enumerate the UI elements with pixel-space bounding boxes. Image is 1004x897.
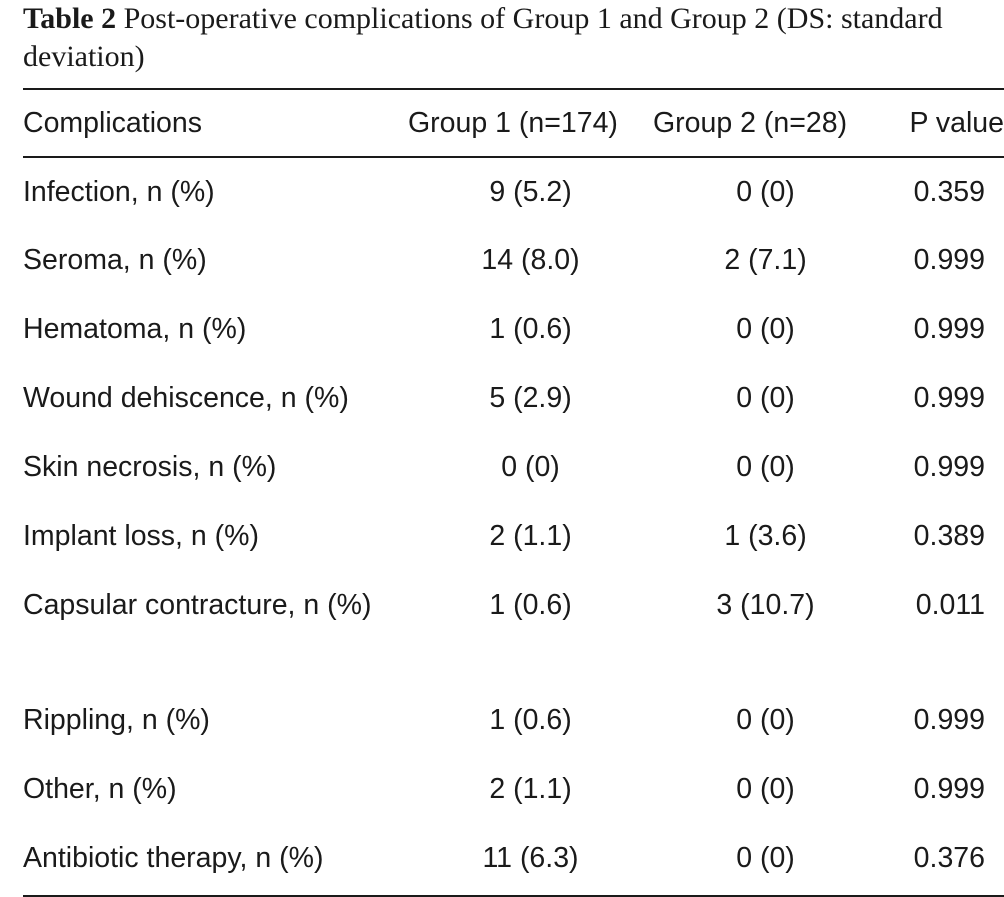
row-label: Antibiotic therapy, n (%) [23,842,324,874]
group-1-value: 2 (1.1) [489,520,572,552]
row-label: Seroma, n (%) [23,244,207,276]
table-row: Implant loss, n (%) 2 (1.1) 1 (3.6) 0.38… [23,502,1004,571]
group-2-value: 0 (0) [736,382,795,414]
group-2-value: 0 (0) [736,842,795,874]
table-row: Capsular contracture, n (%) 1 (0.6) 3 (1… [23,571,1004,686]
group-1-value: 1 (0.6) [489,313,572,345]
table-row: Antibiotic therapy, n (%) 11 (6.3) 0 (0)… [23,824,1004,896]
table-row: Rippling, n (%) 1 (0.6) 0 (0) 0.999 [23,686,1004,755]
group-1-value: 0 (0) [501,451,560,483]
group-1-value: 1 (0.6) [489,704,572,736]
row-label: Capsular contracture, n (%) [23,589,372,621]
row-label: Wound dehiscence, n (%) [23,382,349,414]
p-value: 0.999 [913,773,985,805]
group-1-value: 1 (0.6) [489,589,572,621]
group-1-value: 5 (2.9) [489,382,572,414]
p-value: 0.359 [913,176,985,208]
table-row: Wound dehiscence, n (%) 5 (2.9) 0 (0) 0.… [23,364,1004,433]
group-2-value: 0 (0) [736,773,795,805]
group-2-value: 0 (0) [736,451,795,483]
p-value: 0.376 [913,842,985,874]
group-2-value: 0 (0) [736,704,795,736]
header-group-1: Group 1 (n=174) [408,106,618,139]
row-label: Implant loss, n (%) [23,520,259,552]
p-value: 0.389 [913,520,985,552]
row-label: Hematoma, n (%) [23,313,247,345]
p-value: 0.999 [913,382,985,414]
table-header-row: Complications Group 1 (n=174) Group 2 (n… [23,89,1004,157]
group-1-value: 9 (5.2) [489,176,572,208]
table-caption: Table 2 Post-operative complications of … [23,0,998,76]
group-2-value: 3 (10.7) [716,589,815,621]
row-label: Skin necrosis, n (%) [23,451,277,483]
complications-table: Complications Group 1 (n=174) Group 2 (n… [23,88,1004,897]
table-caption-label: Table 2 [23,2,117,35]
table-row: Infection, n (%) 9 (5.2) 0 (0) 0.359 [23,157,1004,226]
row-label: Infection, n (%) [23,176,215,208]
group-1-value: 2 (1.1) [489,773,572,805]
group-2-value: 1 (3.6) [724,520,807,552]
header-group-2: Group 2 (n=28) [653,106,848,139]
table-caption-text: Post-operative complications of Group 1 … [23,2,943,73]
header-complications: Complications [23,106,202,139]
row-label: Other, n (%) [23,773,177,805]
group-2-value: 2 (7.1) [724,244,807,276]
header-p-value: P value [909,106,1004,139]
table-row: Other, n (%) 2 (1.1) 0 (0) 0.999 [23,755,1004,824]
p-value: 0.999 [913,244,985,276]
p-value: 0.999 [913,704,985,736]
p-value: 0.999 [913,451,985,483]
table-row: Seroma, n (%) 14 (8.0) 2 (7.1) 0.999 [23,226,1004,295]
group-2-value: 0 (0) [736,313,795,345]
row-label: Rippling, n (%) [23,704,210,736]
p-value: 0.011 [915,589,985,621]
table-row: Skin necrosis, n (%) 0 (0) 0 (0) 0.999 [23,433,1004,502]
group-1-value: 11 (6.3) [482,842,579,874]
group-1-value: 14 (8.0) [481,244,580,276]
group-2-value: 0 (0) [736,176,795,208]
p-value: 0.999 [913,313,985,345]
table-row: Hematoma, n (%) 1 (0.6) 0 (0) 0.999 [23,295,1004,364]
